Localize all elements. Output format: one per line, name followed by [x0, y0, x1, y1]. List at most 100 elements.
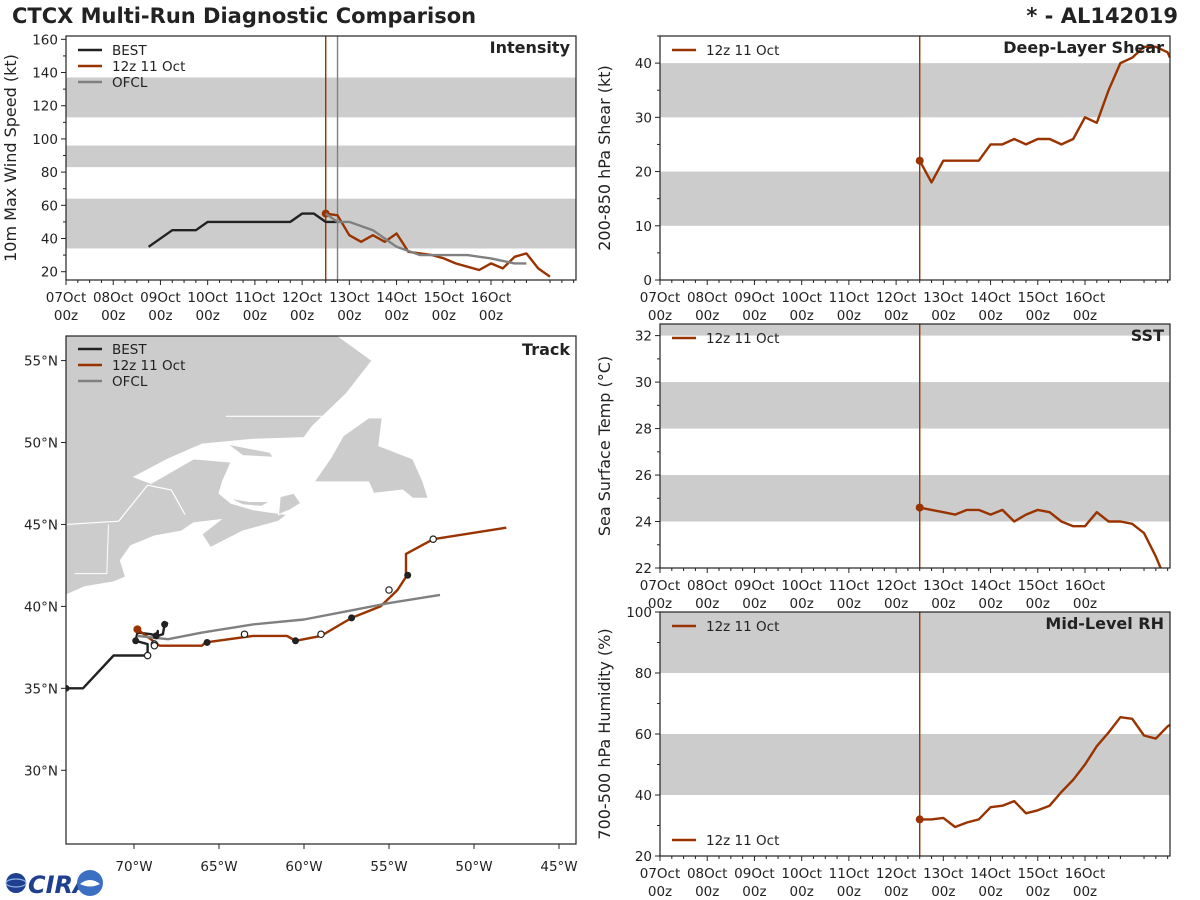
track-title: Track [522, 340, 570, 359]
track-run-point-open [385, 586, 393, 594]
sst-xtick-hour: 00z [1073, 596, 1097, 612]
intensity-legend-label: OFCL [112, 75, 148, 91]
track-border-states [74, 524, 109, 575]
shear-ytick-label: 30 [635, 110, 652, 126]
shear-xtick-hour: 00z [931, 308, 955, 324]
track-legend-label: BEST [112, 342, 147, 358]
track-ytick-label: 35°N [24, 681, 58, 697]
rh-ylabel: 700-500 hPa Humidity (%) [595, 628, 614, 839]
track-land-mainland [66, 336, 373, 596]
rh-xtick-hour: 00z [648, 884, 672, 900]
intensity-xtick-day: 13Oct [329, 290, 370, 306]
sst-point-start [915, 503, 924, 512]
rh-ytick-label: 60 [635, 727, 652, 743]
track-land-newfoundland [313, 417, 429, 499]
shear-xtick-day: 16Oct [1065, 290, 1106, 306]
shear-xtick-day: 10Oct [781, 290, 822, 306]
intensity-ylabel: 10m Max Wind Speed (kt) [1, 54, 20, 262]
track-border-us-canada [66, 484, 186, 526]
track-land-pei [228, 497, 272, 507]
sst-xtick-hour: 00z [648, 596, 672, 612]
sst-xtick-hour: 00z [695, 596, 719, 612]
intensity-line-ofcl [325, 212, 527, 265]
sst-xtick-day: 07Oct [640, 578, 681, 594]
intensity-legend-label: 12z 11 Oct [112, 59, 185, 75]
intensity-band-2 [66, 77, 576, 118]
rh-frame [659, 611, 1171, 857]
track-run-point-filled [348, 614, 356, 622]
intensity-xtick-hour: 00z [54, 308, 78, 324]
intensity-xtick-hour: 00z [101, 308, 125, 324]
shear-panel: 0 10 20 30 40 07Oct 00z 08Oct 00z 09Oct 00z 10Oct 00… [595, 35, 1171, 324]
shear-ytick-label: 20 [635, 165, 652, 181]
sst-band-2 [660, 324, 1170, 336]
shear-xtick-hour: 00z [742, 308, 766, 324]
rh-legend-label: 12z 11 Oct [706, 619, 779, 635]
intensity-xtick-hour: 00z [148, 308, 172, 324]
track-xtick-label: 60°W [285, 859, 322, 875]
rh-xtick-day: 15Oct [1018, 866, 1059, 882]
intensity-xtick-hour: 00z [290, 308, 314, 324]
shear-ytick-label: 0 [643, 273, 652, 289]
track-legend-label: OFCL [112, 374, 148, 390]
rh-series-group [915, 716, 1170, 829]
sst-ytick-label: 26 [635, 468, 652, 484]
rh-xtick-hour: 00z [695, 884, 719, 900]
track-run-start [133, 625, 142, 634]
rh-xtick-hour: 00z [978, 884, 1002, 900]
rh-xtick-day: 14Oct [970, 866, 1011, 882]
sst-xtick-hour: 00z [931, 596, 955, 612]
sst-series-group [915, 503, 1162, 568]
rh-legend-bottom-label: 12z 11 Oct [706, 833, 779, 849]
sst-xtick-day: 11Oct [829, 578, 870, 594]
track-land-anticosti [227, 443, 275, 458]
shear-xtick-hour: 00z [1073, 308, 1097, 324]
sst-panel: 22 24 26 28 30 32 07Oct 00z 08Oct 00z 09Oct 00z 10Oc… [595, 323, 1171, 612]
rh-point-start [915, 815, 924, 824]
sst-ytick-label: 32 [635, 329, 652, 345]
shear-xtick-hour: 00z [695, 308, 719, 324]
logo-wave-icon [80, 880, 100, 887]
intensity-xtick-day: 08Oct [93, 290, 134, 306]
track-best-point [161, 620, 169, 628]
track-best-point [132, 637, 140, 645]
shear-ytick-label: 40 [635, 56, 652, 72]
track-best-point-open [143, 651, 152, 660]
track-xtick-label: 65°W [200, 859, 237, 875]
track-xtick-label: 45°W [540, 859, 577, 875]
sst-xtick-day: 08Oct [687, 578, 728, 594]
rh-band-0 [660, 734, 1170, 795]
intensity-xtick-day: 07Oct [46, 290, 87, 306]
intensity-panel: 20 40 60 80 100 120 140 160 07Oct 00z 08Oct 00z 09Oc… [1, 32, 577, 324]
intensity-ytick-label: 20 [41, 265, 58, 281]
shear-xtick-hour: 00z [1026, 308, 1050, 324]
track-ytick-label: 45°N [24, 517, 58, 533]
intensity-title: Intensity [490, 38, 571, 57]
track-panel: 70°W 65°W 60°W 55°W 50°W 45°W 30°N 35°N 40°N 45°N… [24, 335, 578, 875]
sst-xtick-hour: 00z [1026, 596, 1050, 612]
rh-xtick-day: 07Oct [640, 866, 681, 882]
rh-panel: 20 40 60 80 100 07Oct 00z 08Oct 00z 09Oct 00z 10Oct… [595, 605, 1171, 900]
shear-line-12z-11-oct [918, 45, 1170, 184]
rh-xtick-hour: 00z [837, 884, 861, 900]
shear-xtick-day: 14Oct [970, 290, 1011, 306]
intensity-ytick-label: 40 [41, 232, 58, 248]
cira-logo: CIRA [5, 870, 103, 899]
intensity-band-1 [66, 145, 576, 168]
sst-ylabel: Sea Surface Temp (°C) [595, 356, 614, 536]
track-xtick-label: 70°W [115, 859, 152, 875]
track-ytick-label: 55°N [24, 354, 58, 370]
sst-ytick-label: 22 [635, 561, 652, 577]
intensity-xtick-day: 14Oct [376, 290, 417, 306]
track-run-point-filled [292, 637, 299, 645]
track-line-best [66, 621, 169, 690]
rh-xtick-day: 11Oct [829, 866, 870, 882]
rh-xtick-hour: 00z [790, 884, 814, 900]
intensity-frame [65, 35, 577, 281]
sst-legend-label: 12z 11 Oct [706, 331, 779, 347]
rh-xtick-day: 13Oct [923, 866, 964, 882]
sst-xtick-hour: 00z [837, 596, 861, 612]
intensity-xtick-day: 15Oct [424, 290, 465, 306]
shear-title: Deep-Layer Shear [1003, 38, 1164, 57]
